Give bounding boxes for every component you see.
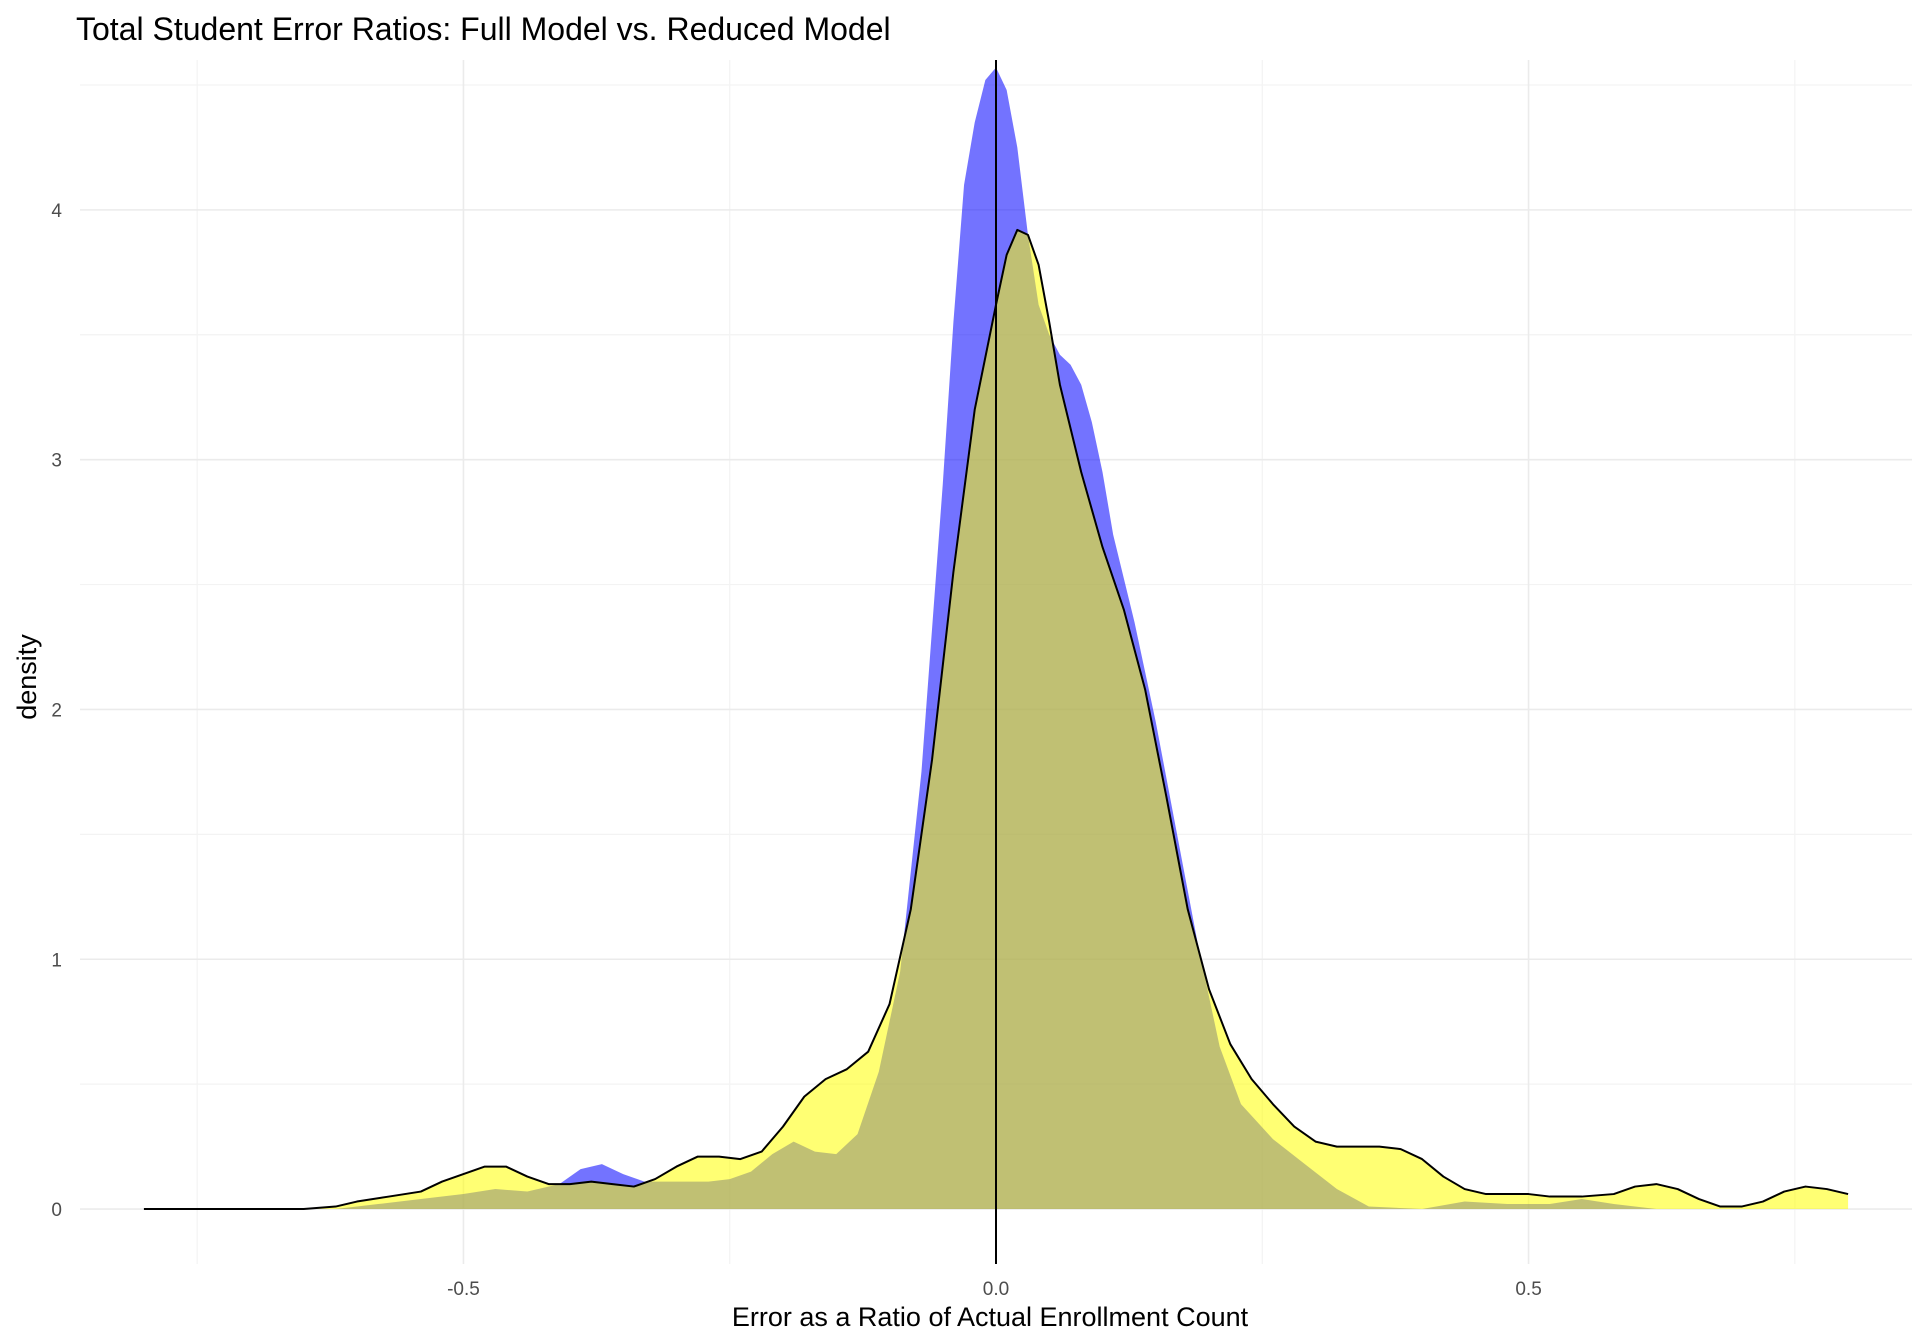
y-tick-label: 1	[51, 950, 62, 971]
x-axis-title: Error as a Ratio of Actual Enrollment Co…	[732, 1302, 1249, 1332]
y-tick-label: 0	[51, 1200, 62, 1221]
density-outline-2	[143, 228, 1849, 1211]
y-tick-label: 2	[51, 700, 62, 721]
y-tick-label: 4	[51, 201, 62, 222]
y-tick-label: 3	[51, 451, 62, 472]
x-tick-labels: -0.5 0.0 0.5	[447, 1279, 1542, 1300]
y-axis-title: density	[12, 634, 42, 720]
x-tick-label: 0.5	[1515, 1279, 1541, 1300]
y-tick-labels: 0 1 2 3 4	[51, 201, 62, 1221]
chart-title: Total Student Error Ratios: Full Model v…	[76, 11, 891, 47]
x-tick-label: -0.5	[447, 1279, 480, 1300]
x-tick-label: 0.0	[983, 1279, 1009, 1300]
